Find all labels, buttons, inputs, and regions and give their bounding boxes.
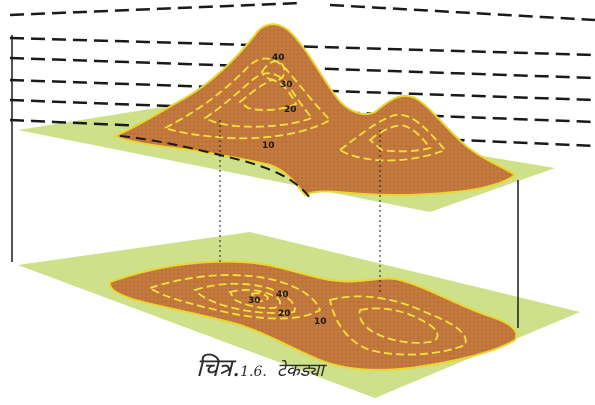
upper-label-30: 30 bbox=[280, 80, 293, 90]
upper-label-20: 20 bbox=[284, 105, 297, 115]
caption-prefix: चित्र. bbox=[196, 353, 241, 382]
projection-frame bbox=[11, 35, 519, 328]
projection-guides bbox=[219, 120, 381, 295]
lower-label-10: 10 bbox=[314, 317, 327, 327]
lower-label-40: 40 bbox=[276, 290, 289, 300]
map-contours bbox=[147, 274, 467, 356]
upper-label-40: 40 bbox=[272, 53, 285, 63]
lower-label-30: 30 bbox=[248, 296, 261, 306]
lower-contour-labels: 40 30 20 10 bbox=[248, 290, 327, 327]
upper-label-10: 10 bbox=[262, 141, 275, 151]
caption-number: 1.6. bbox=[240, 364, 267, 380]
elevation-planes bbox=[9, 1, 595, 148]
lower-label-20: 20 bbox=[278, 309, 291, 319]
caption-title: टेकड्या bbox=[276, 360, 324, 381]
upper-contour-labels: 40 30 20 10 bbox=[262, 53, 297, 151]
upper-dashed-outline bbox=[119, 135, 311, 199]
mountain-contours bbox=[162, 57, 447, 162]
mountain-terrain bbox=[112, 23, 517, 197]
figure-caption: चित्र.1.6. टेकड्या bbox=[196, 350, 324, 384]
